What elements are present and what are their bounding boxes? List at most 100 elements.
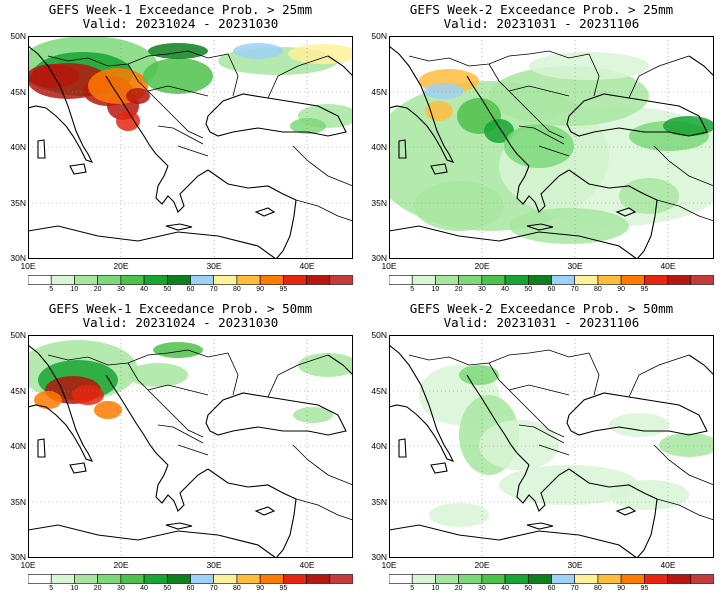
coastline [430, 462, 448, 474]
coastline [254, 506, 276, 516]
lon-label: 20E [474, 261, 490, 271]
country-border [292, 444, 353, 486]
colorbar-level-label: 50 [524, 286, 533, 293]
map-area [28, 36, 353, 259]
probability-shade [659, 433, 714, 457]
lat-label: 40N [10, 142, 26, 152]
country-border [653, 145, 714, 187]
country-border [157, 125, 204, 145]
colorbar-level-label: 60 [547, 585, 556, 592]
coastline [688, 354, 714, 376]
colorbar-level-label: 30 [116, 585, 125, 592]
colorbar-swatch [458, 574, 483, 584]
map-frame [28, 335, 353, 558]
country-border [127, 63, 204, 139]
colorbar-level-label: 40 [140, 286, 148, 293]
coastline [105, 374, 169, 466]
panel-valid-dates: Valid: 20231031 - 20231106 [443, 315, 640, 330]
colorbar-level-label: 95 [640, 585, 649, 592]
coastline [566, 93, 708, 137]
colorbar-level-label: 40 [501, 286, 509, 293]
colorbar-swatch [597, 574, 622, 584]
coastline [205, 392, 347, 436]
lon-label: 10E [381, 560, 397, 570]
probability-shade [72, 385, 104, 405]
country-border [177, 444, 209, 456]
coastline [28, 344, 94, 462]
coastline [105, 75, 169, 167]
coastline [466, 374, 530, 466]
map-svg [389, 335, 714, 558]
colorbar-swatch [143, 275, 168, 285]
probability-shade [233, 43, 283, 59]
probability-shade [509, 208, 629, 244]
panel-week1-25mm: GEFS Week-1 Exceedance Prob. > 25mm Vali… [0, 0, 361, 299]
country-border [127, 362, 204, 438]
colorbar-swatch [620, 574, 645, 584]
probability-shade [499, 465, 639, 505]
coastline [526, 223, 554, 231]
country-borders [47, 50, 353, 222]
lat-label: 50N [371, 330, 387, 340]
colorbar-swatch [329, 275, 353, 285]
lon-label: 20E [474, 560, 490, 570]
colorbar-level-label: 40 [501, 585, 509, 592]
coastline [568, 468, 658, 500]
colorbar-swatch [166, 574, 191, 584]
colorbar-swatch [50, 275, 75, 285]
lon-label: 40E [299, 261, 315, 271]
country-border [408, 50, 590, 67]
country-borders [408, 349, 714, 521]
map-svg [28, 335, 353, 558]
coastlines [389, 344, 714, 558]
coastlines [28, 344, 353, 558]
colorbar-swatch [574, 275, 599, 285]
colorbar-swatch [574, 574, 599, 584]
colorbar-level-label: 70 [570, 585, 579, 592]
coastline [615, 207, 637, 217]
coastline [636, 498, 658, 558]
country-border [47, 349, 229, 366]
colorbar-swatch [481, 275, 506, 285]
colorbar-level-label: 20 [454, 286, 463, 293]
probability-shade [424, 83, 464, 99]
colorbar-swatch [236, 275, 261, 285]
coastlines [389, 45, 714, 259]
country-border [408, 349, 590, 366]
coastline [389, 524, 638, 558]
coastline [615, 506, 637, 516]
country-border [267, 354, 329, 398]
country-border [518, 424, 565, 444]
lat-label: 30N [371, 253, 387, 263]
coastline [327, 55, 353, 77]
map-area [389, 36, 714, 259]
country-border [292, 145, 353, 187]
lat-label: 30N [10, 552, 26, 562]
colorbar-level-label: 60 [547, 286, 556, 293]
panel-valid-dates: Valid: 20231024 - 20231030 [82, 315, 279, 330]
map-frame [389, 36, 714, 259]
colorbar-level-label: 80 [594, 286, 602, 293]
colorbar-level-label: 30 [116, 286, 125, 293]
colorbar-level-label: 70 [209, 585, 218, 592]
colorbar-level-label: 80 [233, 585, 241, 592]
coastline [275, 199, 297, 259]
lon-label: 30E [567, 560, 583, 570]
coastline [69, 462, 87, 474]
probability-shade [94, 401, 122, 419]
map-area [389, 335, 714, 558]
country-border [588, 53, 600, 97]
colorbar-swatch [667, 275, 692, 285]
lat-label: 30N [10, 253, 26, 263]
country-border [518, 125, 565, 145]
coastline [516, 165, 570, 213]
colorbar-level-label: 5 [410, 286, 415, 293]
colorbar-swatch [690, 574, 714, 584]
colorbar [389, 275, 714, 285]
coastline [207, 468, 297, 500]
colorbar-swatch [620, 275, 645, 285]
colorbar-swatch [435, 574, 459, 584]
lon-label: 40E [299, 560, 315, 570]
colorbar-swatch [28, 275, 52, 285]
colorbar-swatch [504, 275, 529, 285]
